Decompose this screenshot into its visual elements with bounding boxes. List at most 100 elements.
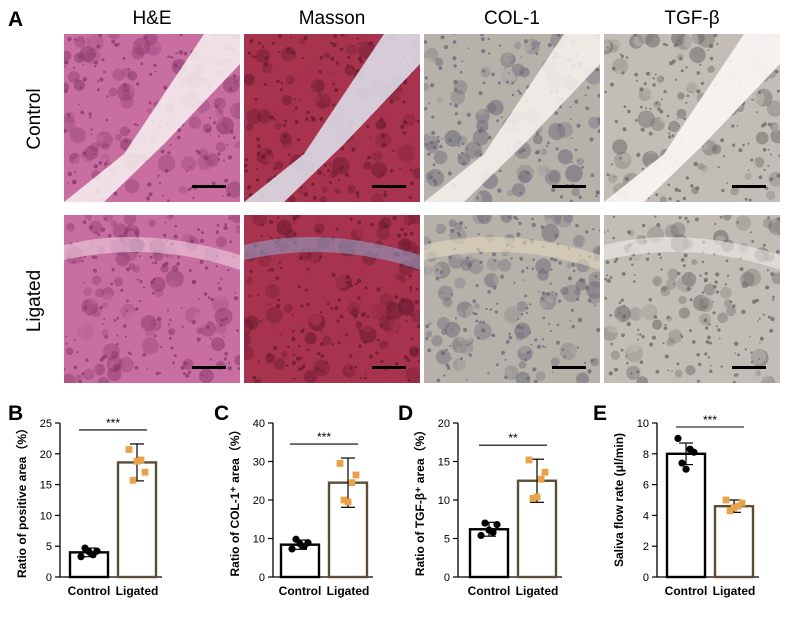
y-tick-label: 8 — [643, 449, 649, 461]
data-point-control — [477, 531, 485, 540]
y-tick-label: 0 — [46, 572, 52, 584]
x-tick-label: Ligated — [116, 584, 159, 598]
data-point-ligated — [352, 471, 360, 479]
data-point-control — [485, 526, 493, 534]
data-point-ligated — [141, 468, 149, 476]
panel-label-b: B — [8, 402, 24, 425]
significance-label: *** — [703, 413, 717, 427]
y-tick-label: 15 — [438, 457, 450, 469]
bar-ligated — [713, 504, 755, 579]
y-tick-label: 20 — [253, 495, 265, 507]
data-point-ligated — [340, 496, 348, 504]
scale-bar — [552, 366, 586, 369]
x-tick-label: Control — [279, 584, 322, 598]
micrograph-col1-control — [424, 34, 600, 202]
y-tick-label: 25 — [40, 418, 52, 430]
y-tick-label: 2 — [643, 541, 649, 553]
y-tick-label: 20 — [40, 449, 52, 461]
data-point-ligated — [348, 479, 356, 487]
panel-label-d: D — [398, 402, 414, 425]
y-tick-label: 30 — [253, 457, 265, 469]
data-point-ligated — [537, 475, 545, 483]
y-axis-label: Ratio of COL-1⁺ area（%） — [227, 423, 242, 576]
data-point-control — [678, 459, 686, 467]
scale-bar — [552, 185, 586, 188]
significance-label: *** — [317, 430, 331, 444]
scale-bar — [732, 185, 766, 188]
panel-label-c: C — [214, 402, 230, 425]
y-tick-label: 6 — [643, 480, 649, 492]
micrograph-masson-ligated — [244, 215, 420, 383]
micrograph-he-ligated — [64, 215, 240, 383]
data-point-control — [682, 465, 690, 473]
panel-label-e: E — [593, 402, 608, 425]
data-point-ligated — [738, 499, 746, 507]
chart-c: 0 10 20 30 40 Ratio of COL-1⁺ area（%） Control L… — [227, 418, 373, 598]
micrograph-tgfb-control — [604, 34, 780, 202]
micrograph-masson-control — [244, 34, 420, 202]
data-point-control — [686, 445, 694, 453]
y-tick-label: 20 — [438, 418, 450, 430]
micrograph-col1-ligated — [424, 215, 600, 383]
data-point-ligated — [133, 457, 141, 465]
y-tick-label: 5 — [444, 534, 450, 546]
data-point-ligated — [722, 496, 730, 504]
scale-bar — [192, 185, 226, 188]
significance-label: ** — [508, 431, 518, 445]
y-tick-label: 0 — [259, 572, 265, 584]
row-label-control: Control — [24, 88, 45, 150]
chart-b: 0 5 10 15 20 25 Ratio of positive area（%） Contr… — [14, 416, 162, 598]
column-title-tgfb: TGF-β — [664, 8, 720, 29]
scale-bar — [732, 366, 766, 369]
y-axis-label: Ratio of TGF-β⁺ area（%） — [412, 424, 427, 576]
data-point-ligated — [734, 502, 742, 510]
data-point-ligated — [525, 456, 533, 464]
column-title-col1: COL-1 — [484, 8, 540, 29]
data-point-control — [296, 540, 304, 548]
micrograph-tgfb-ligated — [604, 215, 780, 383]
micrograph-he-control — [64, 34, 240, 202]
y-tick-label: 5 — [46, 541, 52, 553]
column-title-masson: Masson — [298, 8, 366, 29]
y-tick-label: 10 — [253, 534, 265, 546]
chart-d: 0 5 10 15 20 Ratio of TGF-β⁺ area（%） Control Li… — [412, 418, 562, 598]
data-point-ligated — [344, 498, 352, 506]
data-point-control — [288, 545, 296, 553]
data-point-ligated — [137, 456, 145, 464]
data-point-ligated — [533, 493, 541, 501]
data-point-ligated — [336, 460, 344, 467]
row-label-ligated: Ligated — [24, 269, 45, 333]
x-tick-label: Ligated — [713, 584, 756, 598]
data-point-ligated — [529, 495, 537, 502]
y-tick-label: 10 — [40, 510, 52, 522]
x-tick-label: Control — [468, 584, 511, 598]
data-point-ligated — [541, 468, 549, 476]
column-title-he: H&E — [132, 8, 172, 29]
y-tick-label: 40 — [253, 418, 265, 430]
y-axis-label: Saliva flow rate (μl/min) — [612, 433, 626, 567]
y-tick-label: 0 — [643, 572, 649, 584]
data-point-control — [493, 521, 501, 529]
y-tick-label: 10 — [637, 418, 649, 430]
scale-bar — [372, 185, 406, 188]
x-tick-label: Control — [665, 584, 708, 598]
data-point-ligated — [125, 446, 133, 453]
y-tick-label: 4 — [643, 510, 649, 522]
data-point-control — [674, 434, 682, 442]
data-point-ligated — [730, 504, 738, 512]
data-point-control — [85, 548, 93, 556]
panel-label-a: A — [8, 8, 24, 31]
y-tick-label: 10 — [438, 495, 450, 507]
chart-e: 0 2 4 6 8 10 Saliva flow rate (μl/min) Control L… — [612, 413, 759, 598]
x-tick-label: Control — [68, 584, 111, 598]
data-point-ligated — [726, 507, 734, 515]
data-point-control — [481, 519, 489, 527]
x-tick-label: Ligated — [327, 584, 370, 598]
scale-bar — [192, 366, 226, 369]
y-axis-label: Ratio of positive area（%） — [14, 422, 29, 578]
y-tick-label: 15 — [40, 480, 52, 492]
data-point-ligated — [129, 476, 137, 484]
y-tick-label: 0 — [444, 572, 450, 584]
scale-bar — [372, 366, 406, 369]
x-tick-label: Ligated — [516, 584, 559, 598]
